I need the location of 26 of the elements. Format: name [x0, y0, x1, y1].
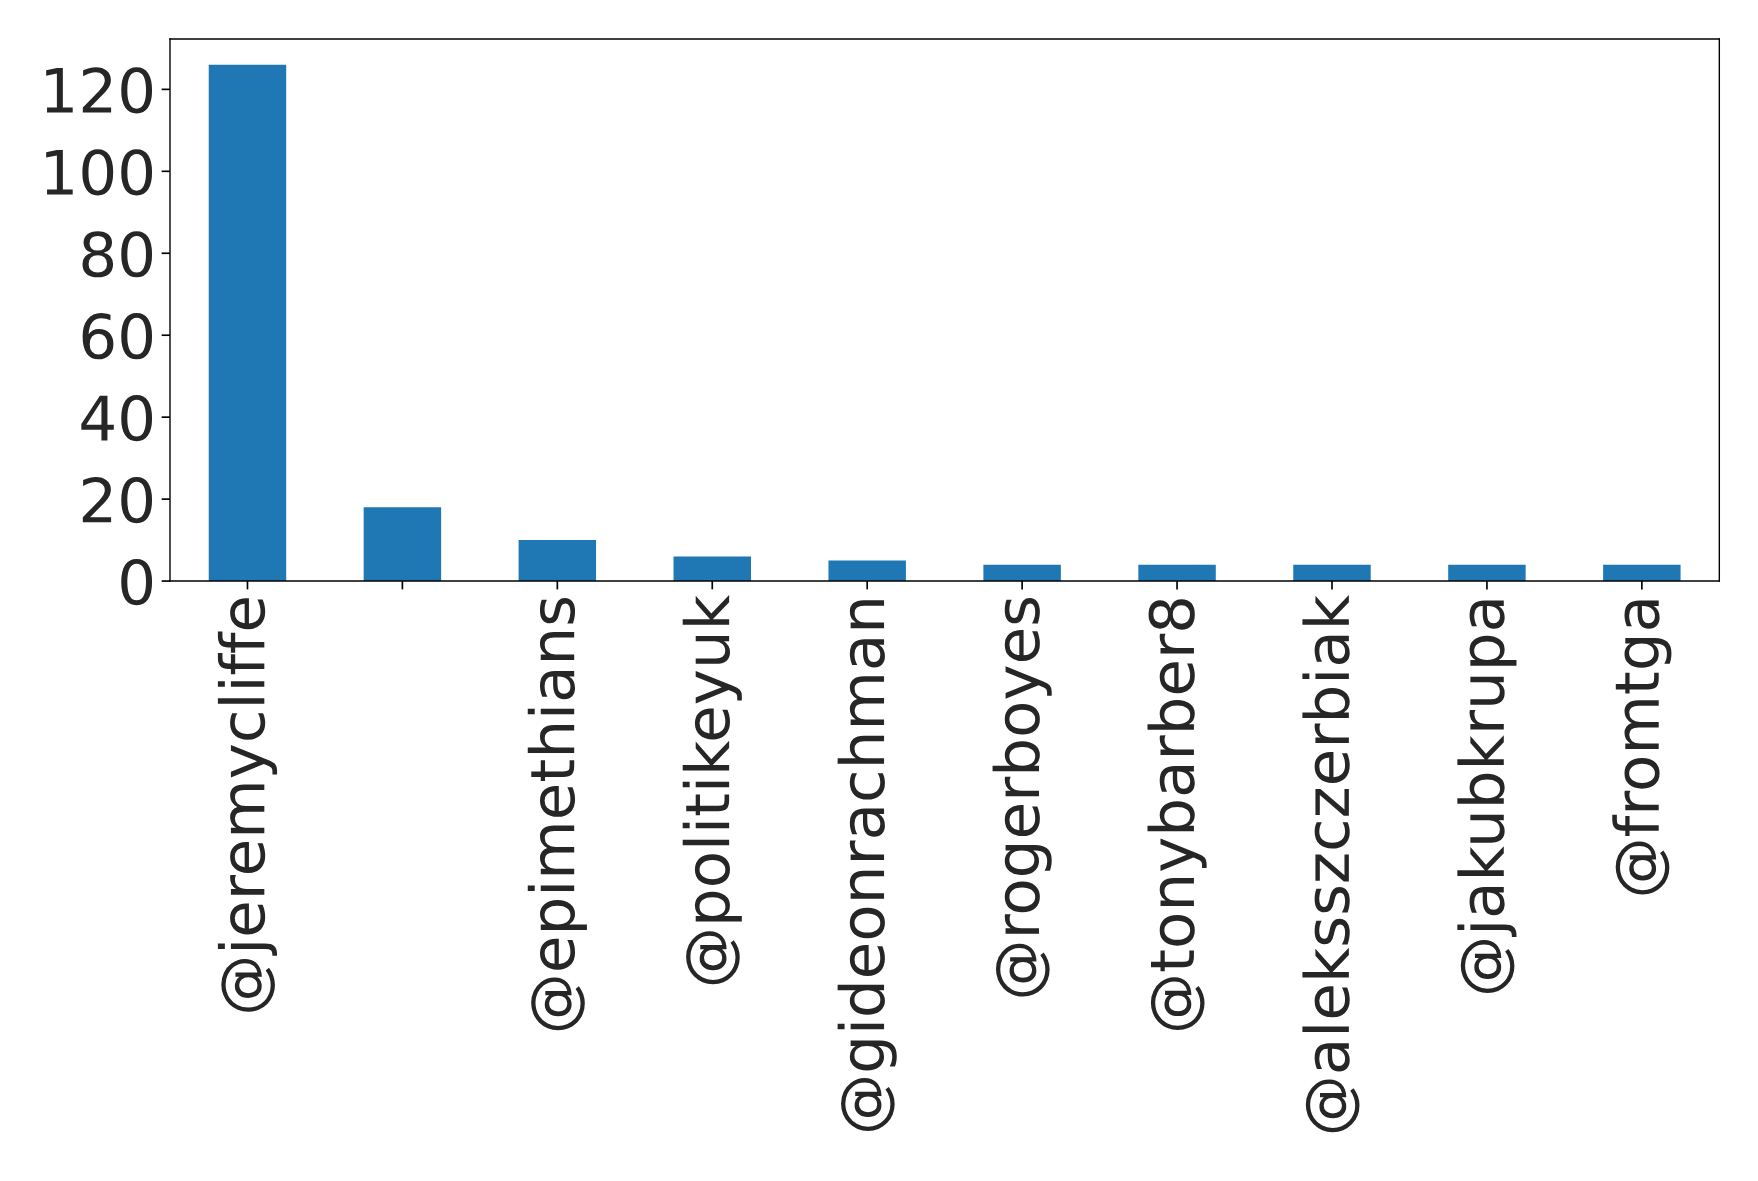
bar — [673, 556, 751, 582]
x-tick-label: @rogerboyes — [992, 597, 1052, 997]
x-tick-label: @jeremycliffe — [217, 598, 278, 1012]
x-tick-label: @aleksszczerbiak — [1302, 595, 1360, 1133]
x-tick-label: @fromtga — [1612, 600, 1672, 895]
y-tick-label: 100 — [46, 149, 153, 196]
bar — [1448, 564, 1526, 582]
x-tick-label: @gideonrachman — [837, 600, 897, 1131]
bar — [1293, 564, 1371, 582]
y-tick-label: 40 — [81, 395, 153, 442]
x-tick-label: @jakubkrupa — [1457, 600, 1517, 993]
bar — [1138, 564, 1216, 582]
bar — [363, 507, 442, 582]
bar — [828, 560, 906, 582]
y-tick-label: 20 — [82, 476, 153, 524]
y-tick-label: 60 — [82, 313, 153, 360]
y-tick-label: 120 — [46, 67, 153, 114]
bar — [983, 564, 1061, 582]
bar — [208, 64, 287, 582]
x-tick-label: @politikeyuk — [682, 595, 742, 985]
y-tick-label: 0 — [121, 558, 153, 606]
x-tick-label: @tonybarber8 — [1147, 599, 1207, 1031]
x-tick-label: @epimethians — [527, 597, 587, 1031]
bar — [518, 540, 597, 582]
bar — [1603, 564, 1681, 582]
y-tick-label: 80 — [82, 231, 153, 278]
